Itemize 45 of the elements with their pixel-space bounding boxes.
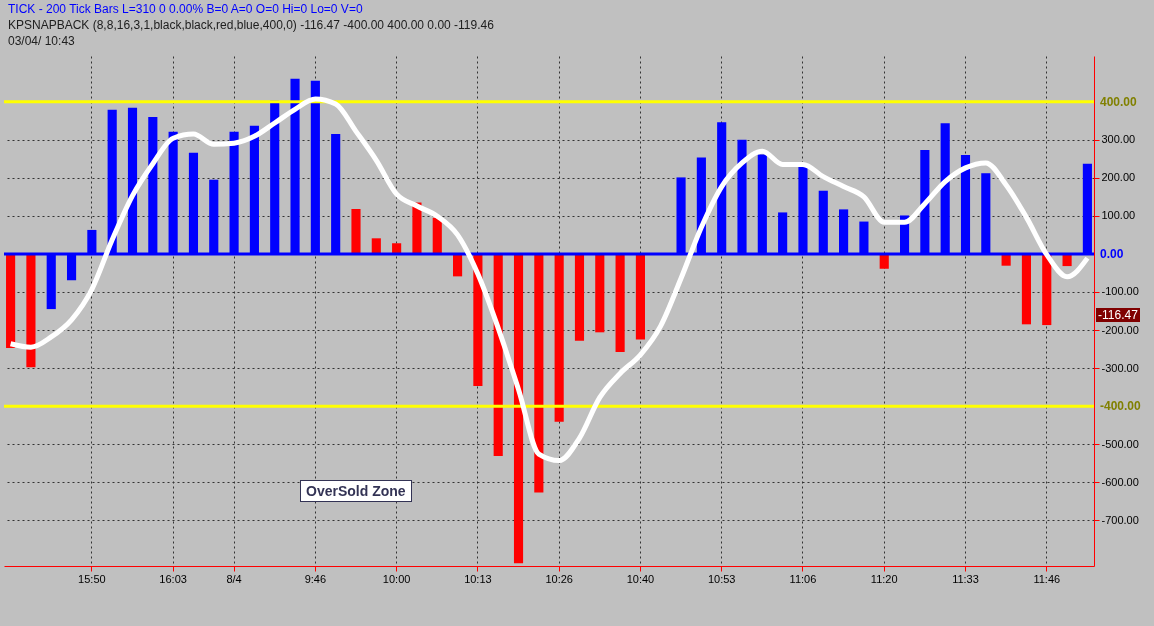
annotation: OverSold Zone [300,480,412,502]
bar [1042,253,1052,326]
x-tick-label: 10:53 [707,572,736,585]
x-tick-label: 11:46 [1033,572,1061,585]
x-tick-label: 8/4 [226,572,242,585]
bar [534,253,544,493]
x-tick-label: 11:06 [789,572,817,585]
bar [574,253,585,341]
y-tick-label: 200.00 [1101,171,1136,184]
y-tick-label: -500.00 [1101,437,1139,450]
x-tick-label: 10:00 [382,572,411,585]
x-tick-label: 16:03 [159,572,187,585]
x-tick-label: 9:46 [304,572,327,585]
bar [595,253,605,333]
bar [1021,253,1032,325]
x-tick-label: 10:40 [626,572,655,585]
ref-line-label: -400.00 [1100,399,1142,414]
x-tick-label: 10:13 [464,572,492,585]
y-tick-label: -100.00 [1101,285,1139,298]
text: KPSNAPBACK (8,8,16,3,1,black,black,red,blue,400,0) -116.47 -400.00 400.00 0.00 -119.46 [8,18,495,32]
ref-line-label: 400.00 [1100,94,1138,109]
bar [513,253,524,564]
bar [879,253,889,269]
bar [26,253,36,368]
bar [615,253,625,353]
x-tick-label: 15:50 [78,572,106,585]
x-tick-label: 11:20 [870,572,898,585]
y-tick-label: -700.00 [1101,513,1139,526]
text: -116.47 [1096,308,1140,322]
y-tick-label: -300.00 [1101,361,1139,374]
x-tick-label: 11:33 [952,572,979,585]
ref-line-label: 0.00 [1100,246,1124,261]
y-tick-label: -200.00 [1101,323,1139,336]
y-tick-label: 100.00 [1101,209,1136,222]
bar [1001,253,1011,266]
y-tick-label: -600.00 [1101,475,1139,488]
text: 03/04/ 10:43 [8,34,76,48]
y-tick-label: 300.00 [1101,133,1136,146]
bar [554,253,564,422]
bar [453,253,463,277]
bar [635,253,645,340]
x-tick-label: 10:26 [545,572,573,585]
text: TICK - 200 Tick Bars L=310 0 0.00% B=0 A=0 O=0 Hi=0 Lo=0 V=0 [8,2,364,16]
bar [6,253,16,348]
bar [351,209,361,254]
